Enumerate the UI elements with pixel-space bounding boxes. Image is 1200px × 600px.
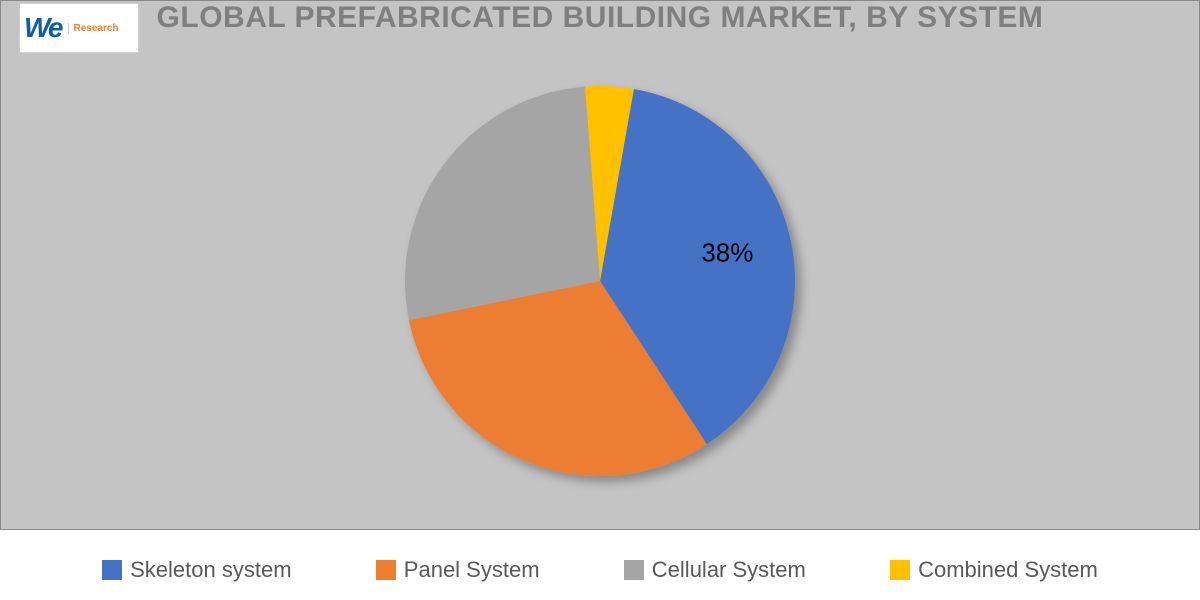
legend-label: Skeleton system [130,557,291,583]
pie-slice [405,87,600,321]
legend-swatch [102,560,122,580]
legend-label: Panel System [404,557,540,583]
legend-swatch [376,560,396,580]
legend-label: Cellular System [652,557,806,583]
legend-swatch [624,560,644,580]
legend-item: Skeleton system [102,557,291,583]
pie-chart: 38% [390,71,810,491]
legend: Skeleton system Panel System Cellular Syst… [0,540,1200,600]
slice-label: 38% [701,238,753,268]
chart-panel: We Research GLOBAL PREFABRICATED BUILDIN… [0,0,1200,530]
pie-container: 38% [1,71,1199,491]
chart-title: GLOBAL PREFABRICATED BUILDING MARKET, BY… [1,1,1199,35]
legend-item: Combined System [890,557,1098,583]
legend-item: Panel System [376,557,540,583]
legend-swatch [890,560,910,580]
legend-item: Cellular System [624,557,806,583]
legend-label: Combined System [918,557,1098,583]
